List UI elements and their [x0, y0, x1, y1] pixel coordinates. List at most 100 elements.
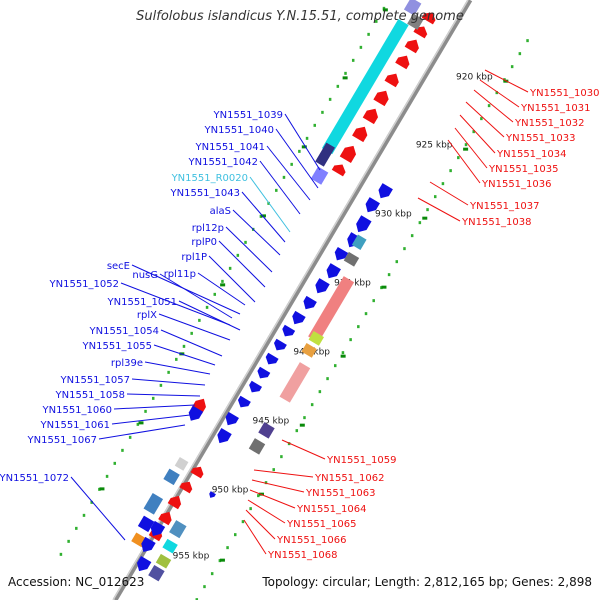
gene-box	[163, 468, 180, 486]
tick-mark	[382, 6, 386, 10]
gene-label-right[interactable]: YN1551_1036	[481, 179, 552, 190]
tick-mark	[305, 136, 309, 140]
gene-label-left[interactable]: YN1551_1052	[49, 279, 120, 290]
scale-label: 930 kbp	[375, 210, 412, 220]
major-tick	[99, 487, 105, 491]
left-gene-labels[interactable]: YN1551_1039 YN1551_1040 YN1551_1041 YN1551_…	[0, 110, 283, 484]
gene-label-left[interactable]: YN1551_1039	[213, 110, 284, 121]
gene-label-left[interactable]: rpl1P	[181, 252, 207, 263]
gene-box-body	[148, 564, 165, 582]
tick-mark	[359, 45, 363, 49]
leader-line	[454, 127, 488, 169]
tick-mark	[310, 403, 314, 407]
blue-gene-arrow	[209, 491, 216, 498]
blue-gene-arrow-shape	[217, 428, 232, 444]
gene-label-left[interactable]: YN1551_R0020	[171, 173, 248, 184]
tick-mark	[372, 299, 375, 303]
leader-line	[417, 197, 461, 222]
gene-label-right[interactable]: YN1551_1059	[326, 455, 397, 466]
major-tick	[301, 145, 307, 149]
major-tick	[422, 216, 428, 220]
tick-mark	[205, 305, 209, 309]
tick-mark	[318, 390, 322, 394]
gene-label-left[interactable]: YN1551_1061	[40, 420, 111, 431]
tick-mark	[236, 253, 240, 257]
gene-label-left[interactable]: YN1551_1042	[188, 157, 259, 168]
gene-label-left[interactable]: YN1551_1072	[0, 473, 69, 484]
blue-gene-arrow-shape	[225, 411, 239, 426]
tick-mark	[257, 494, 260, 498]
gene-label-left[interactable]: rplX	[137, 310, 157, 321]
gene-label-left[interactable]: rpl39e	[111, 358, 143, 369]
red-gene-arrow-shape	[352, 126, 368, 143]
gene-label-left[interactable]: rpl12p	[192, 223, 224, 234]
gene-label-right[interactable]: YN1551_1065	[286, 519, 357, 530]
gene-label-right[interactable]: YN1551_1063	[305, 488, 376, 499]
gene-label-left[interactable]: YN1551_1055	[82, 341, 153, 352]
gene-label-right[interactable]: YN1551_1064	[296, 504, 367, 515]
blue-gene-arrow-shape	[292, 310, 306, 325]
gene-label-left[interactable]: YN1551_1060	[42, 405, 113, 416]
tick-mark	[426, 208, 429, 212]
gene-label-right[interactable]: YN1551_1030	[529, 88, 600, 99]
tick-mark	[241, 520, 245, 524]
blue-gene-arrow-shape	[188, 405, 204, 421]
gene-label-left[interactable]: rpl11p	[164, 269, 196, 280]
leader-line	[259, 160, 301, 215]
tick-mark	[272, 468, 275, 472]
tick-mark	[167, 370, 170, 374]
gene-label-left[interactable]: YN1551_1051	[107, 297, 178, 308]
gene-label-right[interactable]: YN1551_1068	[267, 550, 338, 561]
gene-label-right[interactable]: YN1551_1032	[514, 118, 585, 129]
gene-label-left[interactable]: YN1551_1057	[60, 375, 131, 386]
leader-line	[208, 255, 256, 303]
red-gene-arrow-shape	[421, 12, 436, 25]
gene-label-right[interactable]: YN1551_1066	[276, 535, 347, 546]
gene-box-body	[162, 538, 178, 554]
tick-mark	[151, 396, 155, 400]
gene-label-left[interactable]: YN1551_1040	[204, 125, 275, 136]
gene-label-left[interactable]: YN1551_1041	[195, 142, 266, 153]
gene-label-right[interactable]: YN1551_1038	[461, 217, 532, 228]
gene-label-right[interactable]: YN1551_1035	[488, 164, 559, 175]
tick-mark	[472, 130, 475, 134]
leader-line	[197, 272, 246, 306]
gene-label-left[interactable]: YN1551_1067	[27, 435, 98, 446]
gene-label-left[interactable]: YN1551_1054	[89, 326, 160, 337]
gene-label-left[interactable]: secE	[107, 261, 130, 272]
red-gene-arrow	[404, 39, 419, 54]
gene-label-left[interactable]: alaS	[210, 206, 231, 217]
gene-box	[351, 234, 367, 250]
gene-label-left[interactable]: YN1551_1043	[170, 188, 241, 199]
gene-label-right[interactable]: YN1551_1062	[314, 473, 385, 484]
tick-mark	[159, 383, 163, 387]
gene-label-left[interactable]: nusG	[132, 270, 158, 281]
leader-line	[98, 424, 186, 440]
gene-box	[308, 331, 324, 346]
gene-box-body	[174, 457, 189, 471]
leader-line	[131, 378, 206, 386]
gene-label-left[interactable]: rplP0	[191, 237, 217, 248]
gene-label-right[interactable]: YN1551_1037	[469, 201, 540, 212]
red-gene-arrow	[421, 12, 436, 25]
leader-line	[160, 329, 223, 357]
blue-gene-arrow-shape	[378, 183, 393, 199]
tick-mark	[321, 110, 324, 114]
gene-label-right[interactable]: YN1551_1033	[505, 133, 576, 144]
gene-label-right[interactable]: YN1551_1034	[496, 149, 567, 160]
gene-label-right[interactable]: YN1551_1031	[520, 103, 591, 114]
leader-line	[253, 469, 314, 478]
red-gene-arrow	[179, 481, 193, 494]
genome-summary-text: Topology: circular; Length: 2,812,165 bp…	[262, 575, 592, 589]
blue-gene-arrow-shape	[334, 246, 349, 261]
gene-box-body	[137, 515, 155, 533]
tick-mark	[226, 546, 229, 550]
rRNA-box-body	[279, 362, 311, 403]
gene-label-left[interactable]: YN1551_1058	[55, 390, 126, 401]
right-gene-labels[interactable]: YN1551_1030 YN1551_1031 YN1551_1032 YN1551_…	[267, 88, 600, 561]
tick-mark	[303, 416, 306, 420]
gene-box-body	[343, 251, 360, 267]
blue-gene-arrow	[365, 197, 380, 213]
blue-gene-arrow-shape	[326, 263, 341, 279]
leader-line	[275, 128, 319, 189]
